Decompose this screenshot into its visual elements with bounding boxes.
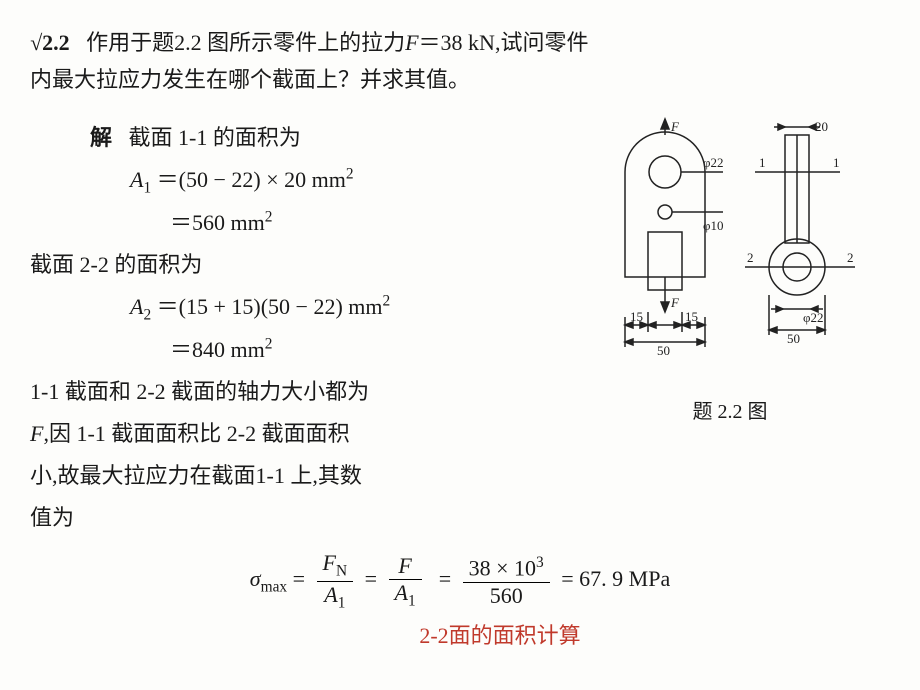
A1-var: A	[130, 167, 143, 192]
content-area: 解 截面 1-1 的面积为 A1 ＝(50 − 22) × 20 mm2 ＝56…	[30, 117, 890, 539]
eq2: =	[365, 566, 377, 591]
fig-d10: φ10	[703, 218, 724, 233]
para-2: ,因 1-1 截面面积比 2-2 截面面积	[43, 421, 349, 446]
solution-label: 解	[90, 125, 112, 150]
para-2-F: F	[30, 421, 43, 446]
eq3: =	[439, 566, 451, 591]
para-1: 1-1 截面和 2-2 截面的轴力大小都为	[30, 371, 558, 413]
A1d2: A	[395, 580, 408, 605]
problem-number: 2.2	[42, 30, 70, 55]
A1-expr: ＝(50 − 22) × 20 mm	[151, 167, 346, 192]
fig-s2a: 2	[747, 250, 754, 265]
fig-F-bot: F	[670, 295, 680, 310]
fig-d22: φ22	[703, 155, 724, 170]
problem-text-2: 内最大拉应力发生在哪个截面上？并求其值。	[30, 67, 470, 92]
sigma-sub: max	[261, 579, 288, 596]
fig-50b: 50	[787, 331, 800, 346]
A2-expr: ＝(15 + 15)(50 − 22) mm	[151, 294, 382, 319]
fig-s1a: 1	[759, 155, 766, 170]
solution-block: 解 截面 1-1 的面积为 A1 ＝(50 − 22) × 20 mm2 ＝56…	[30, 117, 570, 539]
num3-sup: 3	[536, 554, 544, 571]
problem-text-1b: ,试问零件	[495, 30, 589, 55]
figure-svg: F F φ22 φ10 15	[575, 117, 885, 377]
force-eq: ＝38 kN	[419, 30, 495, 55]
problem-statement: √2.2 作用于题2.2 图所示零件上的拉力F＝38 kN,试问零件 内最大拉应…	[30, 24, 890, 99]
fig-d22b: φ22	[803, 310, 824, 325]
eq4: =	[561, 566, 573, 591]
A1-result: ＝560 mm	[170, 210, 265, 235]
sq4: 2	[265, 336, 273, 353]
annotation-text: 2-2面的面积计算	[30, 618, 890, 650]
fig-20: 20	[815, 119, 828, 134]
num3: 38 × 10	[469, 556, 536, 581]
force-var: F	[405, 30, 418, 55]
fig-15b: 15	[685, 309, 698, 324]
fig-s1b: 1	[833, 155, 840, 170]
den3: 560	[463, 583, 550, 609]
sq1: 2	[346, 165, 354, 182]
problem-text-1: 作用于题2.2 图所示零件上的拉力	[86, 30, 405, 55]
fig-F-top: F	[670, 119, 680, 134]
result: 67. 9 MPa	[579, 566, 670, 591]
section-1-title: 截面 1-1 的面积为	[129, 125, 301, 150]
A1d2-sub: 1	[408, 592, 416, 609]
final-equation: σmax = FN A1 = F A1 = 38 × 103 560 = 67.…	[30, 550, 890, 612]
FN: F	[323, 550, 336, 575]
A2-result: ＝840 mm	[170, 337, 265, 362]
checkmark: √	[30, 30, 42, 55]
A1d: A	[324, 582, 337, 607]
A2-var: A	[130, 294, 143, 319]
figure-block: F F φ22 φ10 15	[570, 117, 890, 424]
eq1: =	[293, 566, 305, 591]
FN-sub: N	[336, 563, 347, 580]
para-4: 值为	[30, 497, 558, 539]
fig-s2b: 2	[847, 250, 854, 265]
fig-15a: 15	[630, 309, 643, 324]
A1d-sub: 1	[338, 594, 346, 611]
sq2: 2	[265, 209, 273, 226]
para-3: 小,故最大拉应力在截面1-1 上,其数	[30, 455, 558, 497]
sigma: σ	[250, 566, 261, 591]
figure-caption: 题 2.2 图	[570, 395, 890, 424]
A2-sub: 2	[143, 306, 151, 323]
A1-sub: 1	[143, 179, 151, 196]
sq3: 2	[383, 293, 391, 310]
fig-50: 50	[657, 343, 670, 358]
section-2-title: 截面 2-2 的面积为	[30, 244, 558, 286]
F2: F	[389, 553, 422, 580]
